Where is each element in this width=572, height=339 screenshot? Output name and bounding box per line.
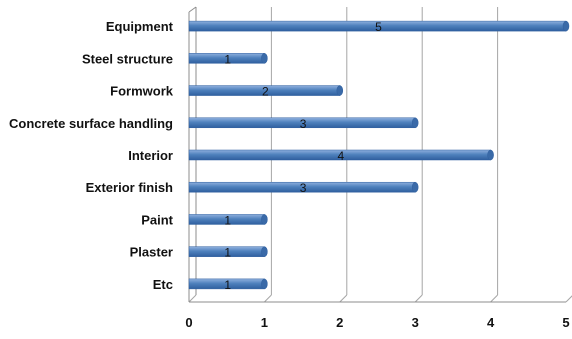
data-label: 1: [224, 52, 231, 66]
bar-end-cap: [261, 53, 268, 64]
data-label: 1: [224, 213, 231, 227]
bar-end-cap: [562, 20, 570, 32]
x-tick-label: 0: [185, 315, 192, 330]
bar-end-cap: [261, 278, 268, 290]
gridline-floor: [264, 294, 272, 303]
category-label: Formwork: [110, 84, 174, 99]
data-label: 1: [224, 246, 231, 260]
bar-end-cap: [411, 117, 419, 129]
bar-end-cap: [261, 214, 268, 225]
gridline-floor: [188, 294, 197, 303]
category-label: Plaster: [130, 245, 173, 260]
data-label: 3: [300, 117, 307, 131]
gridline-floor: [490, 294, 498, 303]
x-tick-label: 5: [562, 315, 569, 330]
bars: [188, 20, 570, 290]
x-tick-label: 2: [336, 315, 343, 330]
category-label: Exterior finish: [86, 180, 173, 195]
data-label: 1: [224, 278, 231, 292]
bar-end-cap: [411, 181, 419, 193]
data-label: 5: [375, 20, 382, 34]
category-label: Steel structure: [82, 51, 173, 66]
category-label: Interior: [128, 148, 173, 163]
bar-end-cap: [336, 85, 344, 96]
category-label: Equipment: [106, 19, 174, 34]
category-label: Concrete surface handling: [9, 116, 173, 131]
x-tick-label: 1: [261, 315, 268, 330]
gridline-floor: [339, 294, 348, 303]
x-tick-label: 4: [487, 315, 495, 330]
data-label: 4: [337, 149, 344, 163]
axis-corner: [188, 6, 197, 13]
category-label: Etc: [153, 277, 173, 292]
labels: 0 1 2 3 4 5 Equipment 5 Steel structure 1 Formwork…: [9, 19, 570, 330]
data-label: 2: [262, 85, 269, 99]
gridline-floor: [414, 294, 423, 303]
bar-end-cap: [487, 149, 494, 161]
gridline-floor: [565, 295, 572, 303]
x-tick-label: 3: [412, 315, 419, 330]
data-label: 3: [300, 181, 307, 195]
category-label: Paint: [141, 212, 173, 227]
bar-end-cap: [261, 246, 268, 257]
